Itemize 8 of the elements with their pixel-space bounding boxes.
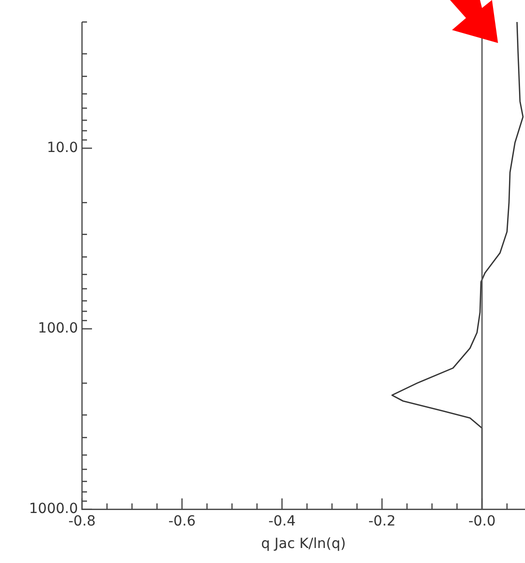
y-tick-label: 10.0 bbox=[46, 140, 78, 156]
x-axis-title: q Jac K/ln(q) bbox=[261, 536, 346, 552]
x-tick-label: -0.2 bbox=[368, 513, 396, 530]
x-tick-label: -0.4 bbox=[268, 513, 296, 530]
x-tick-label: -0.8 bbox=[68, 513, 96, 530]
y-tick-label: 100.0 bbox=[38, 320, 78, 336]
x-tick-label: -0.6 bbox=[168, 513, 196, 530]
x-tick-label: -0.0 bbox=[468, 513, 496, 530]
